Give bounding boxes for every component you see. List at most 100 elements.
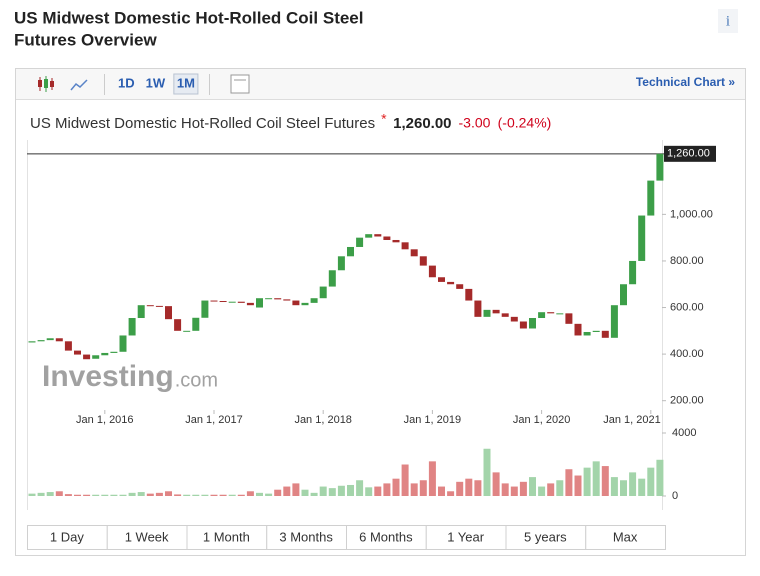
interval-button[interactable]: 1D <box>118 75 135 90</box>
range-button[interactable] <box>505 525 587 550</box>
last-price: 1,260.00 <box>393 115 451 132</box>
volume-bar <box>610 477 618 496</box>
volume-bar <box>219 494 227 496</box>
range-button[interactable] <box>425 525 507 550</box>
candle-body <box>328 270 336 287</box>
candle-body <box>347 246 354 257</box>
volume-bar <box>419 480 427 496</box>
candle-body <box>447 281 455 285</box>
volume-bar <box>456 481 464 496</box>
candle-body <box>574 323 582 336</box>
y-tick-label: 200.00 <box>670 395 704 407</box>
range-button-label[interactable]: 1 Week <box>125 529 169 544</box>
candle-body <box>483 309 491 317</box>
volume-bar <box>365 487 373 496</box>
range-button-label[interactable]: 1 Year <box>447 529 485 544</box>
candle-body <box>292 300 300 306</box>
range-button-label[interactable]: 1 Month <box>203 529 250 544</box>
volume-bar <box>55 491 63 496</box>
calendar-icon[interactable] <box>230 74 250 94</box>
volume-bar <box>110 494 118 496</box>
candle-body <box>274 298 282 300</box>
volume-bar <box>292 483 300 496</box>
price-change-percent: (-0.24%) <box>498 115 552 131</box>
candle-body <box>638 215 646 261</box>
range-button-label[interactable]: Max <box>613 529 638 544</box>
volume-bar <box>392 478 400 496</box>
candle-body <box>256 298 263 308</box>
volume-bar <box>356 480 364 496</box>
watermark: .com <box>175 369 218 391</box>
candle-body <box>310 298 318 303</box>
range-button[interactable] <box>585 525 666 550</box>
range-button-label[interactable]: 6 Months <box>359 529 413 544</box>
volume-bar <box>283 486 291 496</box>
interval-button[interactable]: 1W <box>146 75 166 90</box>
range-button[interactable] <box>186 525 268 550</box>
candle-body <box>374 234 382 237</box>
volume-bar <box>92 494 100 496</box>
y-tick-label: 800.00 <box>670 255 704 267</box>
candle-body <box>538 312 546 319</box>
last-price-tag <box>664 145 716 162</box>
volume-bar <box>119 494 127 496</box>
watermark: Investing <box>42 360 174 393</box>
volume-bar <box>574 475 582 496</box>
last-price-tag-label: 1,260.00 <box>667 148 710 160</box>
volume-bar <box>46 492 54 496</box>
volume-bar <box>246 491 254 496</box>
candle-body <box>583 331 591 336</box>
volume-bar <box>337 485 345 496</box>
range-button[interactable] <box>27 525 108 550</box>
volume-bar <box>547 483 555 496</box>
page-title: US Midwest Domestic Hot-Rolled Coil Stee… <box>14 8 364 27</box>
candles-icon[interactable] <box>38 76 54 92</box>
volume-bar <box>165 491 172 496</box>
volume-bar <box>137 492 145 496</box>
candle-body <box>55 338 63 342</box>
candle-body <box>101 352 109 356</box>
candle-body <box>547 312 555 314</box>
volume-bar <box>128 492 136 496</box>
delay-marker: * <box>381 111 387 127</box>
candle-body <box>383 236 391 240</box>
info-icon[interactable]: i <box>726 13 730 29</box>
range-button[interactable] <box>106 525 188 550</box>
candle-body <box>137 305 145 319</box>
range-button-label[interactable]: 5 years <box>524 529 567 544</box>
candle-body <box>155 305 163 307</box>
volume-bar <box>629 472 637 496</box>
widget-frame <box>15 68 746 556</box>
volume-bar <box>274 489 282 496</box>
volume-bar <box>483 448 491 496</box>
volume-bar <box>647 467 655 496</box>
range-button[interactable] <box>346 525 427 550</box>
candle-body <box>219 301 227 303</box>
range-button-label[interactable]: 3 Months <box>279 529 333 544</box>
volume-bar <box>401 464 409 496</box>
candle-body <box>519 321 527 329</box>
interval-button[interactable]: 1M <box>177 75 195 90</box>
volume-bar <box>583 467 591 496</box>
candle-body <box>265 298 273 300</box>
candle-body <box>301 302 309 306</box>
range-button-label[interactable]: 1 Day <box>50 529 84 544</box>
volume-bar <box>592 461 600 496</box>
candle-body <box>428 265 436 278</box>
volume-bar <box>228 494 236 496</box>
volume-bar <box>256 492 263 496</box>
volume-bar <box>328 488 336 496</box>
info-button[interactable] <box>718 9 738 33</box>
chart-marks: Investing .com 200.00 400.00 600.00 800.00 1,0… <box>27 145 716 502</box>
volume-bar <box>310 492 318 496</box>
volume-bar <box>510 486 518 496</box>
candle-body <box>647 180 655 216</box>
line-icon[interactable] <box>70 79 88 91</box>
interval-active[interactable] <box>173 73 199 95</box>
volume-bar <box>556 480 564 496</box>
volume-bar <box>620 480 627 496</box>
technical-chart-link[interactable]: Technical Chart » <box>636 75 735 89</box>
candle-body <box>556 313 564 315</box>
toolbar <box>16 69 745 99</box>
